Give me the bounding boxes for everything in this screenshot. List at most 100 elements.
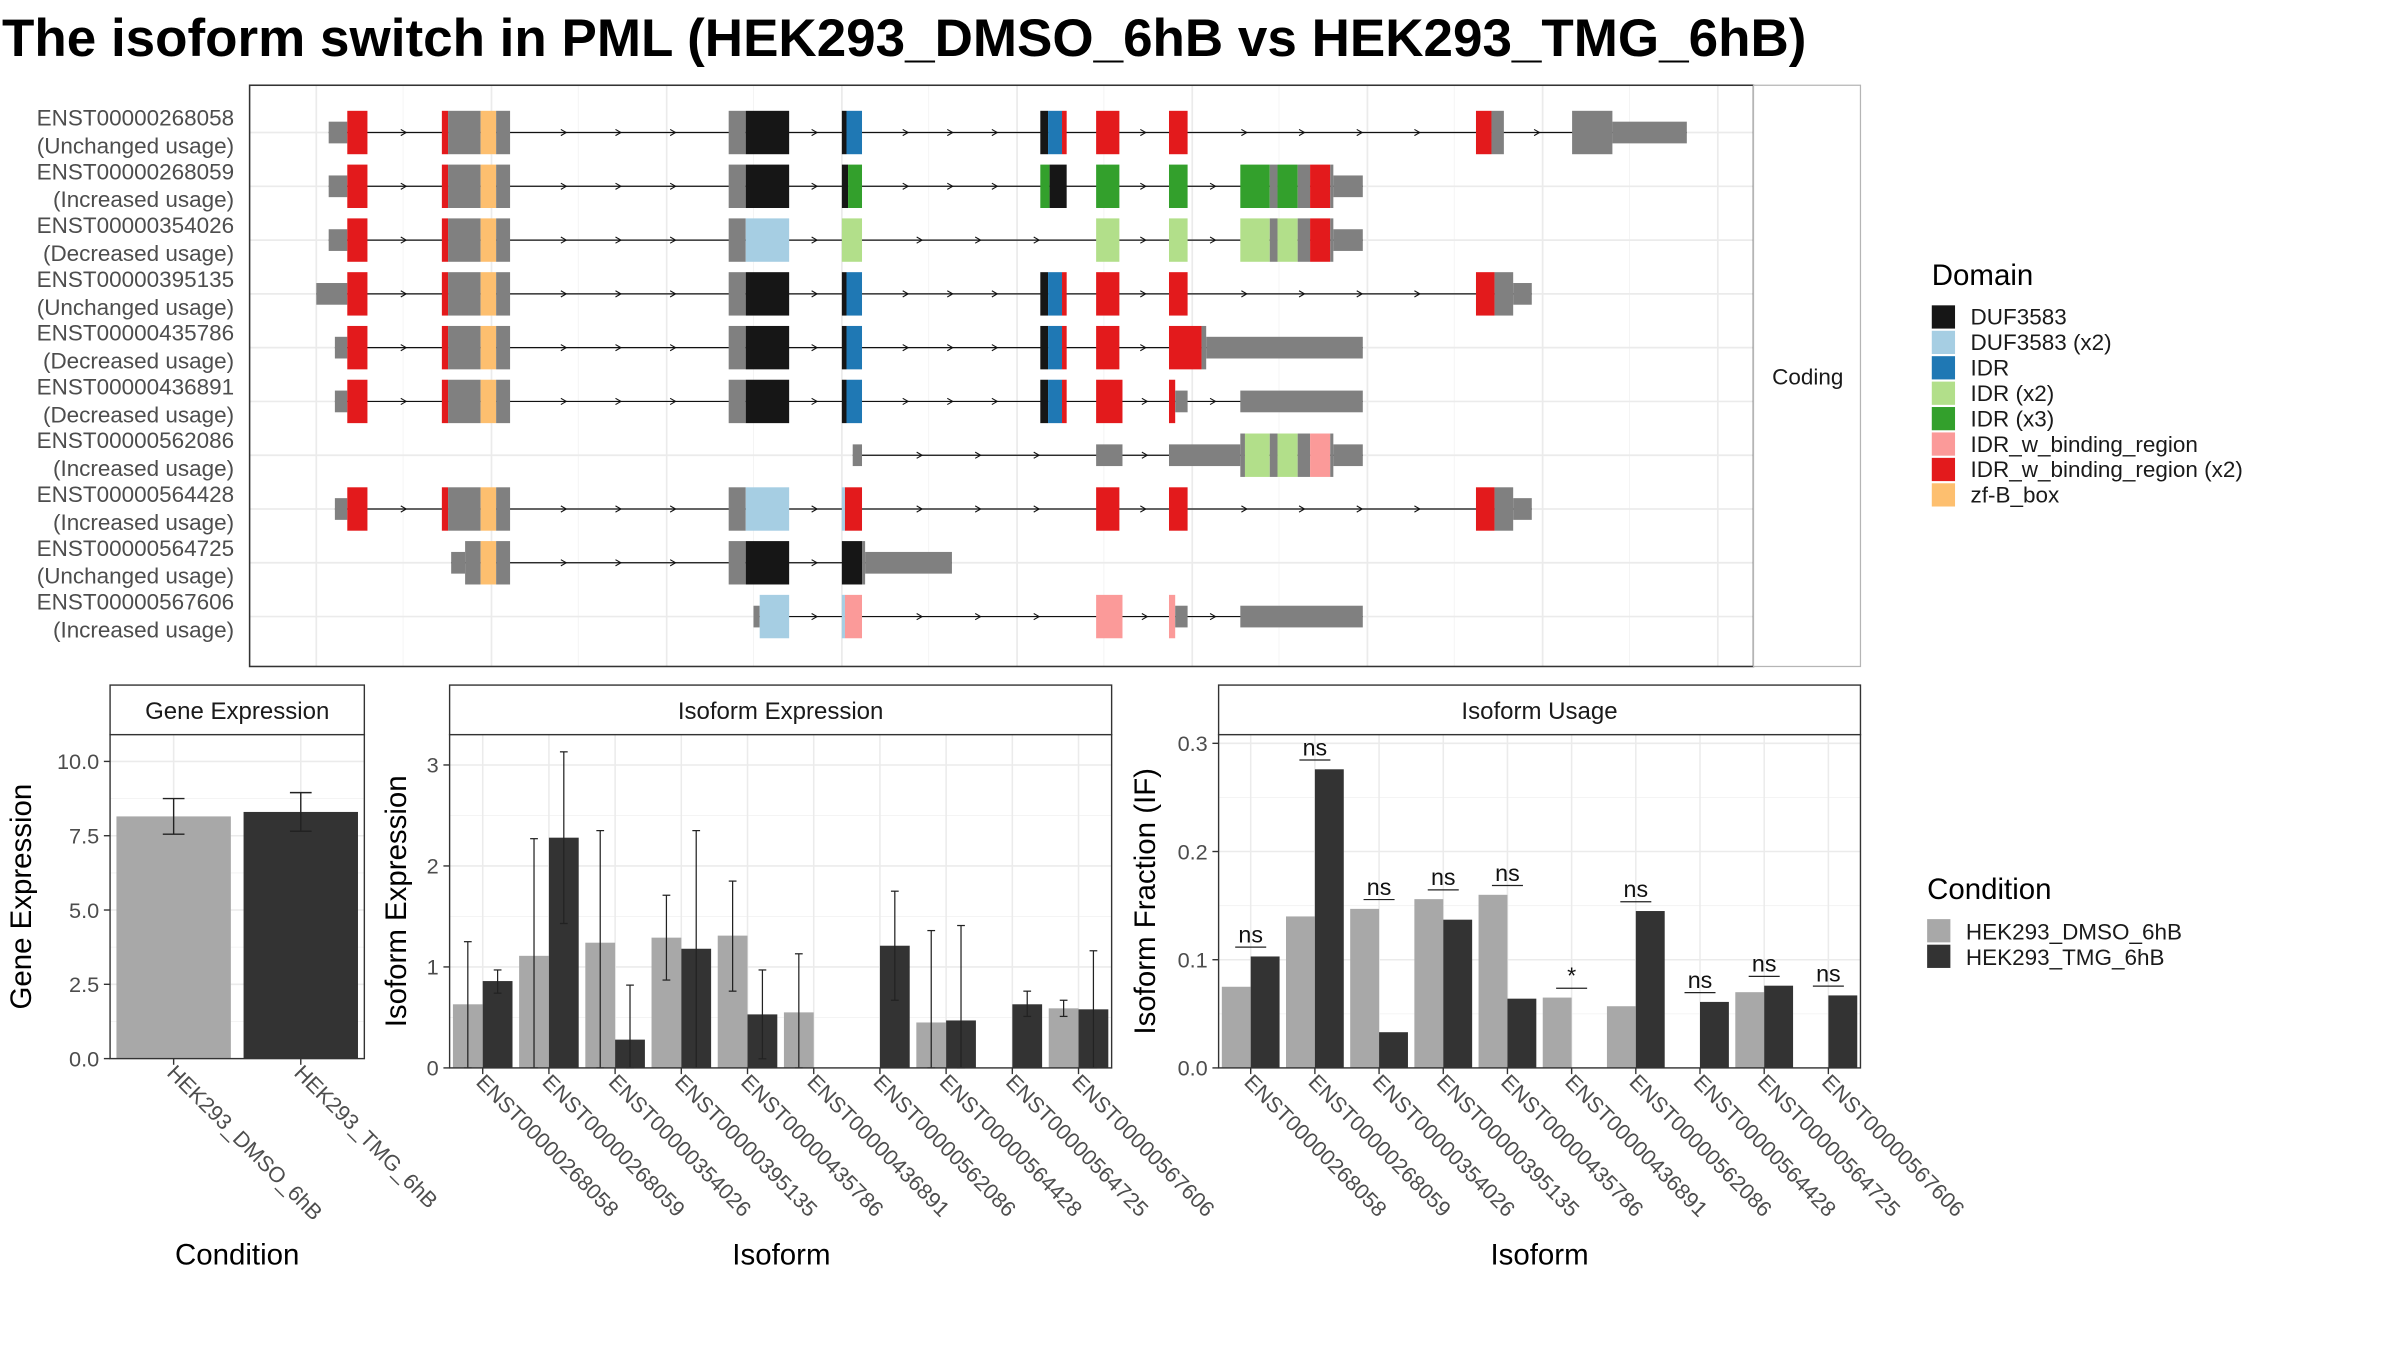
transcript-usage-label: (Increased usage)	[53, 617, 234, 642]
domain-block	[846, 110, 863, 155]
exon-block	[728, 325, 746, 370]
exon-block	[1297, 164, 1311, 209]
x-tick-label: HEK293_TMG_6hB	[289, 1060, 442, 1213]
domain-legend-swatch	[1931, 457, 1956, 482]
intron-arrow	[669, 559, 677, 567]
bar	[1414, 899, 1444, 1068]
intron-arrow	[1414, 128, 1421, 137]
panel-strip-title: Gene Expression	[145, 698, 329, 725]
domain-block	[841, 164, 849, 209]
domain-block	[1062, 325, 1067, 370]
domain-block	[1096, 379, 1123, 424]
domain-block	[1277, 433, 1298, 477]
intron-arrow	[400, 397, 408, 406]
domain-block	[1040, 379, 1049, 424]
exon-block	[852, 444, 863, 467]
transcript-id-label: ENST00000436891	[37, 374, 234, 399]
intron-arrow	[1140, 128, 1147, 137]
domain-block	[1062, 379, 1067, 424]
intron-arrow	[974, 451, 982, 459]
domain-legend-label: DUF3583 (x2)	[1971, 330, 2112, 355]
domain-block	[1310, 164, 1331, 209]
condition-legend-label: HEK293_DMSO_6hB	[1966, 919, 2182, 944]
exon-block	[1333, 175, 1363, 198]
transcript-id-label: ENST00000354026	[37, 213, 234, 238]
exon-block	[1494, 487, 1514, 531]
domain-block	[1475, 487, 1495, 531]
y-tick-label: 0	[427, 1056, 439, 1081]
domain-block	[745, 272, 790, 316]
intron-arrow	[1033, 612, 1041, 621]
domain-block	[480, 541, 497, 585]
y-axis-title: Isoform Fraction (IF)	[1129, 768, 1162, 1035]
significance-label: ns	[1816, 960, 1841, 986]
y-tick-label: 0.0	[1178, 1056, 1208, 1081]
plot-panel-border	[1217, 733, 1862, 1069]
exon-block	[1513, 498, 1532, 520]
bar	[1764, 985, 1794, 1068]
bar	[1250, 956, 1280, 1068]
bar	[1221, 986, 1251, 1068]
significance-label: ns	[1495, 860, 1520, 886]
intron-arrow	[400, 505, 408, 513]
domain-legend-title: Domain	[1932, 259, 2033, 292]
exon-block	[728, 218, 746, 262]
x-axis-title: Condition	[175, 1239, 299, 1272]
domain-block	[745, 541, 790, 585]
significance-label: ns	[1624, 876, 1649, 902]
y-axis-title: Isoform Expression	[380, 775, 413, 1027]
exon-block	[728, 541, 746, 585]
domain-block	[347, 218, 368, 262]
exon-block	[334, 336, 348, 359]
significance-label: ns	[1238, 922, 1263, 948]
domain-block	[841, 487, 845, 531]
domain-block	[1040, 272, 1049, 316]
bar	[1443, 919, 1473, 1068]
domain-block	[1048, 325, 1063, 370]
coding-strip	[1752, 84, 1862, 668]
domain-block	[347, 272, 368, 316]
intron-arrow	[669, 397, 677, 406]
plot-panel-border	[109, 733, 366, 1060]
domain-block	[745, 164, 790, 209]
intron-arrow	[615, 182, 623, 190]
intron-arrow	[974, 505, 982, 513]
intron-arrow	[991, 397, 999, 406]
domain-block	[1168, 272, 1188, 316]
domain-block	[759, 594, 790, 639]
domain-block	[841, 218, 863, 262]
domain-block	[480, 272, 497, 316]
transcript-usage-label: (Unchanged usage)	[37, 133, 234, 158]
transcript-id-label: ENST00000567606	[37, 590, 234, 615]
exon-block	[865, 551, 952, 574]
intron-arrow	[1209, 182, 1217, 190]
exon-block	[448, 379, 481, 424]
intron-arrow	[1209, 236, 1217, 244]
domain-block	[841, 272, 847, 316]
intron-arrow	[947, 397, 954, 406]
intron-arrow	[991, 344, 999, 352]
domain-block	[1048, 379, 1063, 424]
domain-block	[1096, 594, 1123, 639]
domain-block	[848, 164, 863, 209]
bar	[116, 816, 231, 1059]
transcript-id-label: ENST00000268059	[37, 159, 234, 184]
domain-block	[1040, 325, 1049, 370]
domain-block	[1168, 110, 1188, 155]
domain-block	[745, 218, 790, 262]
domain-legend-swatch	[1931, 305, 1956, 329]
domain-block	[1310, 218, 1331, 262]
intron-arrow	[974, 236, 982, 244]
exon-block	[1175, 605, 1188, 628]
intron-arrow	[1141, 612, 1149, 621]
domain-block	[745, 379, 790, 424]
condition-legend-label: HEK293_TMG_6hB	[1966, 945, 2165, 970]
intron-arrow	[669, 182, 677, 190]
intron-arrow	[1140, 236, 1147, 244]
transcript-model	[451, 541, 952, 585]
domain-block	[1062, 110, 1067, 155]
domain-block	[347, 325, 368, 370]
bar	[1379, 1032, 1408, 1068]
exon-block	[334, 390, 348, 413]
intron-arrow	[615, 290, 623, 298]
